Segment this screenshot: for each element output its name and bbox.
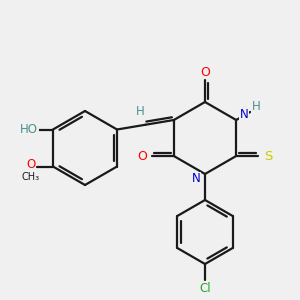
Text: H: H — [252, 100, 261, 113]
Text: O: O — [200, 65, 210, 79]
Text: N: N — [192, 172, 200, 185]
Text: N: N — [240, 107, 249, 121]
Text: O: O — [137, 149, 147, 163]
Text: S: S — [264, 149, 272, 163]
Text: CH₃: CH₃ — [22, 172, 40, 182]
Text: O: O — [26, 158, 36, 171]
Text: HO: HO — [20, 123, 38, 136]
Text: Cl: Cl — [199, 281, 211, 295]
Text: H: H — [136, 105, 145, 118]
